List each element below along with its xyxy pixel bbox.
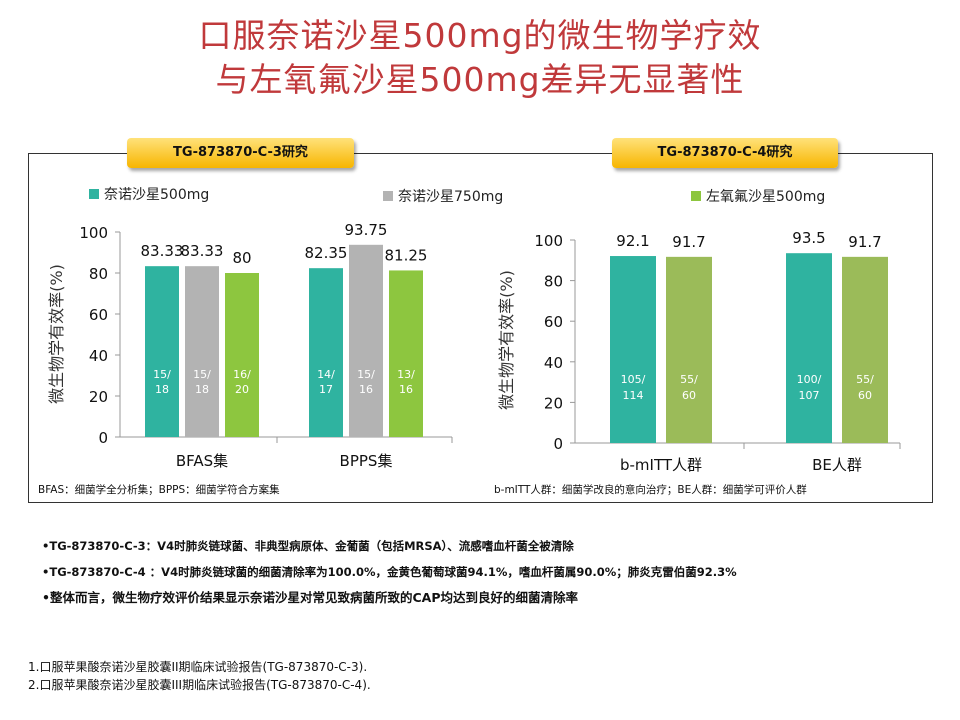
legend-swatch bbox=[383, 191, 393, 201]
data-label: 83.33 bbox=[181, 242, 224, 260]
bar-count-label: 114 bbox=[623, 389, 644, 402]
y-tick-label: 100 bbox=[534, 232, 563, 250]
bar bbox=[185, 266, 219, 437]
legend-label: 奈诺沙星750mg bbox=[398, 189, 503, 205]
bar-count-label: 15/ bbox=[357, 368, 375, 381]
chart-frame bbox=[28, 153, 933, 503]
study-label-c4: TG-873870-C-4研究 bbox=[612, 138, 838, 168]
bar bbox=[842, 256, 888, 443]
bar-count-label: 18 bbox=[155, 383, 169, 396]
bar-count-label: 17 bbox=[319, 383, 333, 396]
bar-count-label: 55/ bbox=[856, 373, 874, 386]
y-axis-label: 微生物学有效率(%) bbox=[497, 270, 516, 410]
bar-count-label: 15/ bbox=[193, 368, 211, 381]
category-label: BE人群 bbox=[812, 456, 862, 474]
chart-footnote: b-mITT人群：细菌学改良的意向治疗；BE人群：细菌学可评价人群 bbox=[494, 483, 807, 496]
y-tick-label: 20 bbox=[89, 388, 108, 406]
bar bbox=[666, 256, 712, 443]
data-label: 81.25 bbox=[385, 246, 428, 264]
bullet-item-c4: •TG-873870-C-4 ：V4时肺炎链球菌的细菌清除率为100.0%，金黄… bbox=[42, 565, 737, 579]
y-tick-label: 60 bbox=[89, 306, 108, 324]
category-label: b-mITT人群 bbox=[620, 456, 702, 474]
bar-count-label: 20 bbox=[235, 383, 249, 396]
bar bbox=[610, 256, 656, 443]
bar bbox=[309, 268, 343, 437]
y-tick-label: 60 bbox=[544, 313, 563, 331]
data-label: 93.5 bbox=[792, 229, 825, 247]
y-tick-label: 100 bbox=[79, 224, 108, 242]
data-label: 80 bbox=[232, 249, 251, 267]
category-label: BFAS集 bbox=[176, 452, 228, 470]
y-tick-label: 80 bbox=[544, 273, 563, 291]
bar bbox=[786, 253, 832, 443]
bar bbox=[349, 244, 383, 437]
bar-count-label: 105/ bbox=[621, 373, 646, 386]
references: 1.口服苹果酸奈诺沙星胶囊II期临床试验报告(TG-873870-C-3). 2… bbox=[28, 658, 908, 694]
bar-count-label: 16 bbox=[359, 383, 373, 396]
data-label: 83.33 bbox=[141, 242, 184, 260]
y-tick-label: 20 bbox=[544, 394, 563, 412]
bullet-list: •TG-873870-C-3：V4时肺炎链球菌、非典型病原体、金葡菌（包括MRS… bbox=[42, 536, 922, 614]
bar bbox=[225, 273, 259, 437]
study-label-c3: TG-873870-C-3研究 bbox=[127, 138, 354, 168]
bullet-item-summary: •整体而言，微生物疗效评价结果显示奈诺沙星对常见致病菌所致的CAP均达到良好的细… bbox=[42, 590, 579, 605]
bar-count-label: 107 bbox=[799, 389, 820, 402]
bar-count-label: 18 bbox=[195, 383, 209, 396]
y-tick-label: 40 bbox=[544, 354, 563, 372]
legend-swatch bbox=[89, 189, 99, 199]
data-label: 93.75 bbox=[345, 221, 388, 239]
bar-count-label: 15/ bbox=[153, 368, 171, 381]
bullet-item-c3: •TG-873870-C-3：V4时肺炎链球菌、非典型病原体、金葡菌（包括MRS… bbox=[42, 539, 574, 553]
y-tick-label: 80 bbox=[89, 265, 108, 283]
slide-title-line1: 口服奈诺沙星500mg的微生物学疗效 bbox=[198, 16, 762, 55]
bar-count-label: 16/ bbox=[233, 368, 251, 381]
bar-count-label: 14/ bbox=[317, 368, 335, 381]
bar-count-label: 60 bbox=[858, 389, 872, 402]
slide-title-line2: 与左氧氟沙星500mg差异无显著性 bbox=[215, 60, 745, 99]
legend-swatch bbox=[691, 191, 701, 201]
y-tick-label: 0 bbox=[553, 435, 563, 453]
legend-label: 左氧氟沙星500mg bbox=[706, 189, 825, 205]
bar-count-label: 100/ bbox=[797, 373, 822, 386]
bar bbox=[145, 266, 179, 437]
data-label: 91.7 bbox=[848, 233, 881, 251]
bar-count-label: 60 bbox=[682, 389, 696, 402]
data-label: 92.1 bbox=[616, 232, 649, 250]
data-label: 82.35 bbox=[305, 244, 348, 262]
y-tick-label: 0 bbox=[98, 429, 108, 447]
bar bbox=[389, 270, 423, 437]
chart-footnote: BFAS：细菌学全分析集；BPPS：细菌学符合方案集 bbox=[38, 483, 280, 496]
y-tick-label: 40 bbox=[89, 347, 108, 365]
bar-count-label: 55/ bbox=[680, 373, 698, 386]
reference-item-2: 2.口服苹果酸奈诺沙星胶囊III期临床试验报告(TG-873870-C-4). bbox=[28, 678, 371, 692]
legend-label: 奈诺沙星500mg bbox=[104, 187, 209, 203]
bar-count-label: 13/ bbox=[397, 368, 415, 381]
reference-item-1: 1.口服苹果酸奈诺沙星胶囊II期临床试验报告(TG-873870-C-3). bbox=[28, 660, 368, 674]
category-label: BPPS集 bbox=[340, 452, 393, 470]
y-axis-label: 微生物学有效率(%) bbox=[47, 264, 66, 404]
bar-count-label: 16 bbox=[399, 383, 413, 396]
data-label: 91.7 bbox=[672, 233, 705, 251]
